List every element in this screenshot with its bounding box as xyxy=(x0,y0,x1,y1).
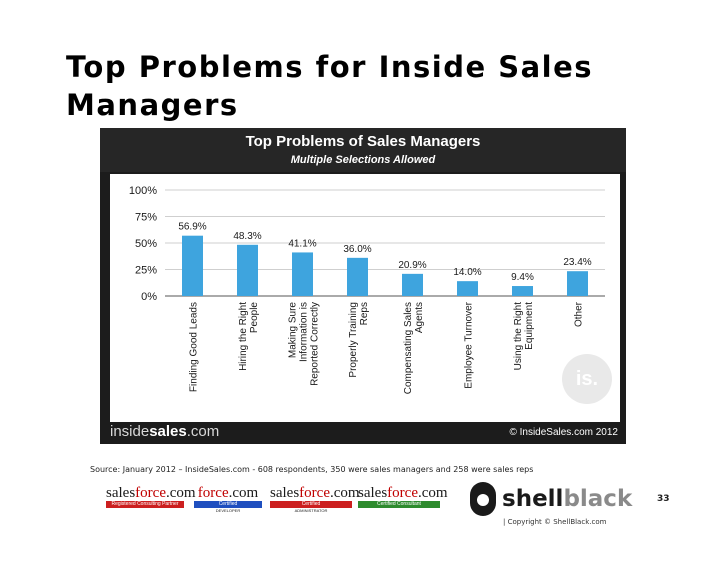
force-developer-logo: force.com Certified DEVELOPER xyxy=(194,485,262,514)
salesforce-consultant-logo: salesforce.com Certified Consultant xyxy=(358,485,448,508)
data-label: 20.9% xyxy=(398,260,426,271)
data-label: 23.4% xyxy=(563,257,591,268)
y-tick-label: 75% xyxy=(135,212,157,224)
chart-copyright: © InsideSales.com 2012 xyxy=(509,427,618,438)
x-tick-label: Other xyxy=(574,301,585,327)
insidesales-brand: insidesales.com xyxy=(110,423,219,440)
chart-footer: insidesales.com © InsideSales.com 2012 xyxy=(100,422,626,444)
y-tick-label: 0% xyxy=(141,291,157,303)
bar xyxy=(567,271,588,296)
bar xyxy=(512,286,533,296)
slide-title: Top Problems for Inside Sales Managers xyxy=(66,50,594,122)
shellblack-copyright: | Copyright © ShellBlack.com xyxy=(503,518,607,526)
page-number: 33 xyxy=(657,494,670,504)
watermark-logo: is. xyxy=(562,354,612,404)
bar-chart: 0% 25% 50% 75% 100% 56.9% Finding Good Leads 48… xyxy=(129,185,605,394)
y-tick-label: 100% xyxy=(129,185,157,197)
brand-suffix: .com xyxy=(186,423,220,440)
y-tick-label: 50% xyxy=(135,238,157,250)
brand-light: inside xyxy=(110,423,150,440)
shellblack-mark-icon xyxy=(470,482,496,516)
x-tick-label: Finding Good Leads xyxy=(189,302,200,392)
x-tick-label: Employee Turnover xyxy=(464,301,475,388)
data-label: 56.9% xyxy=(178,222,206,233)
y-tick-label: 25% xyxy=(135,265,157,277)
bar xyxy=(347,257,368,296)
x-tick-label: Compensating SalesAgents xyxy=(403,302,425,394)
salesforce-partner-logo: salesforce.com Registered Consulting Par… xyxy=(106,485,196,508)
data-label: 14.0% xyxy=(453,267,481,278)
bar xyxy=(237,244,258,296)
data-label: 48.3% xyxy=(233,231,261,242)
source-note: Source: January 2012 – InsideSales.com -… xyxy=(90,465,534,474)
x-tick-label: Hiring the RightPeople xyxy=(238,302,260,371)
x-tick-label: Making SureInformation isReported Correc… xyxy=(288,302,321,386)
chart-frame: Top Problems of Sales Managers Multiple … xyxy=(100,128,626,444)
data-label: 41.1% xyxy=(288,238,316,249)
bar xyxy=(292,252,313,296)
chart-title: Top Problems of Sales Managers xyxy=(245,133,481,150)
chart-subtitle: Multiple Selections Allowed xyxy=(290,154,436,166)
bar xyxy=(402,273,423,296)
shellblack-logo: shellblack xyxy=(470,480,632,520)
salesforce-administrator-logo: salesforce.com Certified ADMINISTRATOR xyxy=(270,485,360,513)
data-label: 9.4% xyxy=(511,272,534,283)
bar xyxy=(457,281,478,296)
brand-bold: sales xyxy=(149,423,187,440)
x-tick-label: Properly TrainingReps xyxy=(348,302,370,378)
x-tick-label: Using the RightEquipment xyxy=(513,302,535,371)
bar xyxy=(182,235,203,296)
data-label: 36.0% xyxy=(343,244,371,255)
chart-panel: is. 0% 25% 50% 75% 100% 56.9% Finding Good Lea… xyxy=(110,174,620,422)
chart-header: Top Problems of Sales Managers Multiple … xyxy=(100,128,626,172)
